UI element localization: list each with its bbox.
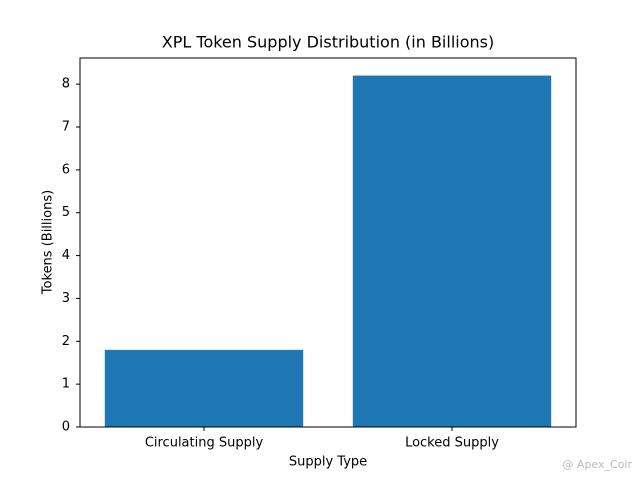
y-tick-label: 8 (62, 77, 70, 92)
x-axis-label: Supply Type (289, 455, 367, 470)
plot-frame (79, 57, 577, 428)
x-tick-label: Locked Supply (405, 436, 499, 451)
y-tick-label: 6 (62, 162, 70, 177)
y-tick-label: 0 (62, 420, 70, 435)
bar (104, 349, 304, 427)
x-tick-label: Circulating Supply (145, 436, 264, 451)
y-tick-label: 3 (62, 291, 70, 306)
watermark: @ Apex_Coir (562, 458, 632, 471)
y-axis-label: Tokens (Billions) (41, 190, 56, 295)
y-tick-label: 4 (62, 248, 70, 263)
bar (352, 75, 552, 428)
chart-title: XPL Token Supply Distribution (in Billio… (162, 33, 494, 52)
y-tick-label: 1 (62, 377, 70, 392)
y-tick-label: 5 (62, 205, 70, 220)
y-tick-label: 2 (62, 334, 70, 349)
y-tick-label: 7 (62, 120, 70, 135)
